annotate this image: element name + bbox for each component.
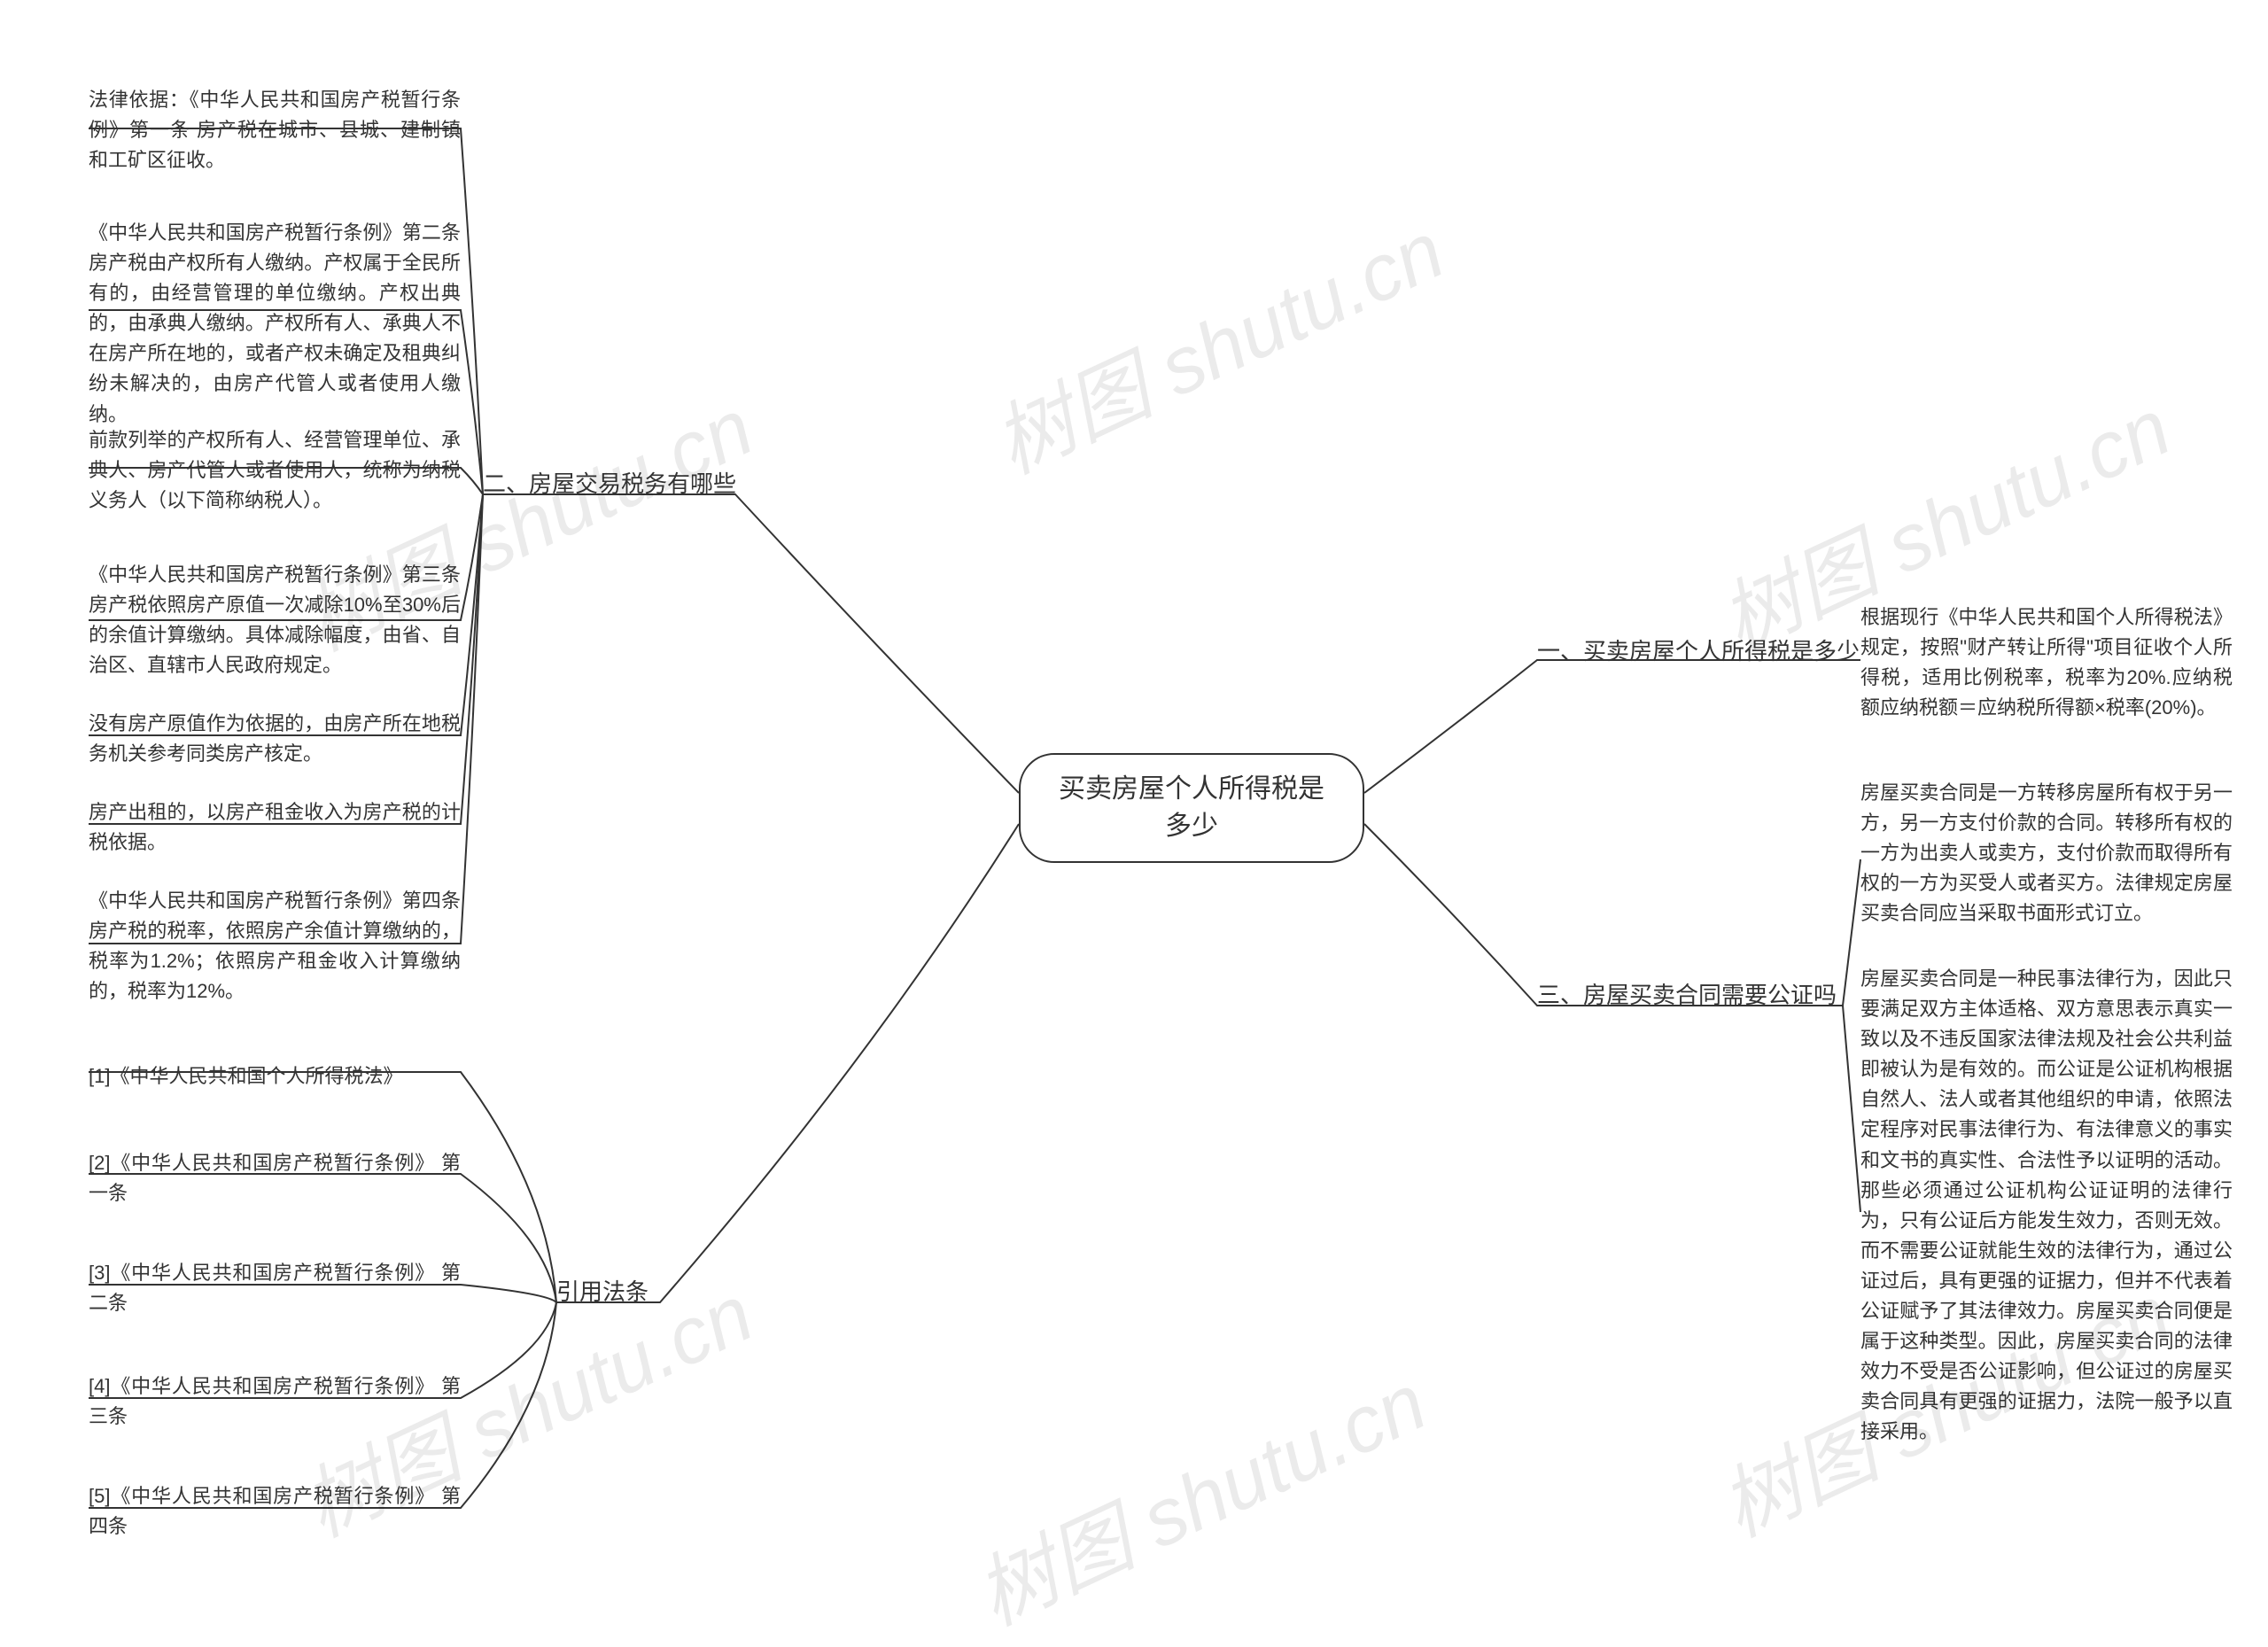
watermark: 树图 shutu.cn <box>955 1339 1441 1647</box>
leaf-b2-6: 房产出租的，以房产租金收入为房产税的计税依据。 <box>89 797 461 858</box>
leaf-b2-4: 《中华人民共和国房产税暂行条例》第三条 房产税依照房产原值一次减除10%至30%… <box>89 560 461 680</box>
leaf-b4-3: [3]《中华人民共和国房产税暂行条例》 第二条 <box>89 1258 461 1318</box>
leaf-b2-1: 法律依据：《中华人民共和国房产税暂行条例》第一条 房产税在城市、县城、建制镇和工… <box>89 85 461 175</box>
leaf-b2-5: 没有房产原值作为依据的，由房产所在地税务机关参考同类房产核定。 <box>89 709 461 769</box>
leaf-b3-2: 房屋买卖合同是一种民事法律行为，因此只要满足双方主体适格、双方意思表示真实一致以… <box>1860 964 2233 1448</box>
leaf-b2-2: 《中华人民共和国房产税暂行条例》第二条 房产税由产权所有人缴纳。产权属于全民所有… <box>89 218 461 430</box>
branch-b2: 二、房屋交易税务有哪些 <box>483 466 736 501</box>
leaf-b1-1: 根据现行《中华人民共和国个人所得税法》规定，按照"财产转让所得"项目征收个人所得… <box>1860 602 2233 723</box>
leaf-b4-1: [1]《中华人民共和国个人所得税法》 <box>89 1061 461 1092</box>
leaf-b2-7: 《中华人民共和国房产税暂行条例》第四条 房产税的税率，依照房产余值计算缴纳的，税… <box>89 886 461 1006</box>
branch-b1: 一、买卖房屋个人所得税是多少 <box>1537 633 1860 669</box>
branch-b4: 引用法条 <box>556 1274 649 1309</box>
leaf-b3-1: 房屋买卖合同是一方转移房屋所有权于另一方，另一方支付价款的合同。转移所有权的一方… <box>1860 778 2233 928</box>
watermark: 树图 shutu.cn <box>973 187 1459 495</box>
branch-b3: 三、房屋买卖合同需要公证吗 <box>1537 977 1837 1013</box>
center-node: 买卖房屋个人所得税是多少 <box>1019 753 1364 863</box>
leaf-b4-2: [2]《中华人民共和国房产税暂行条例》 第一条 <box>89 1148 461 1208</box>
leaf-b4-5: [5]《中华人民共和国房产税暂行条例》 第四条 <box>89 1481 461 1542</box>
leaf-b2-3: 前款列举的产权所有人、经营管理单位、承典人、房产代管人或者使用人，统称为纳税义务… <box>89 425 461 516</box>
leaf-b4-4: [4]《中华人民共和国房产税暂行条例》 第三条 <box>89 1371 461 1432</box>
